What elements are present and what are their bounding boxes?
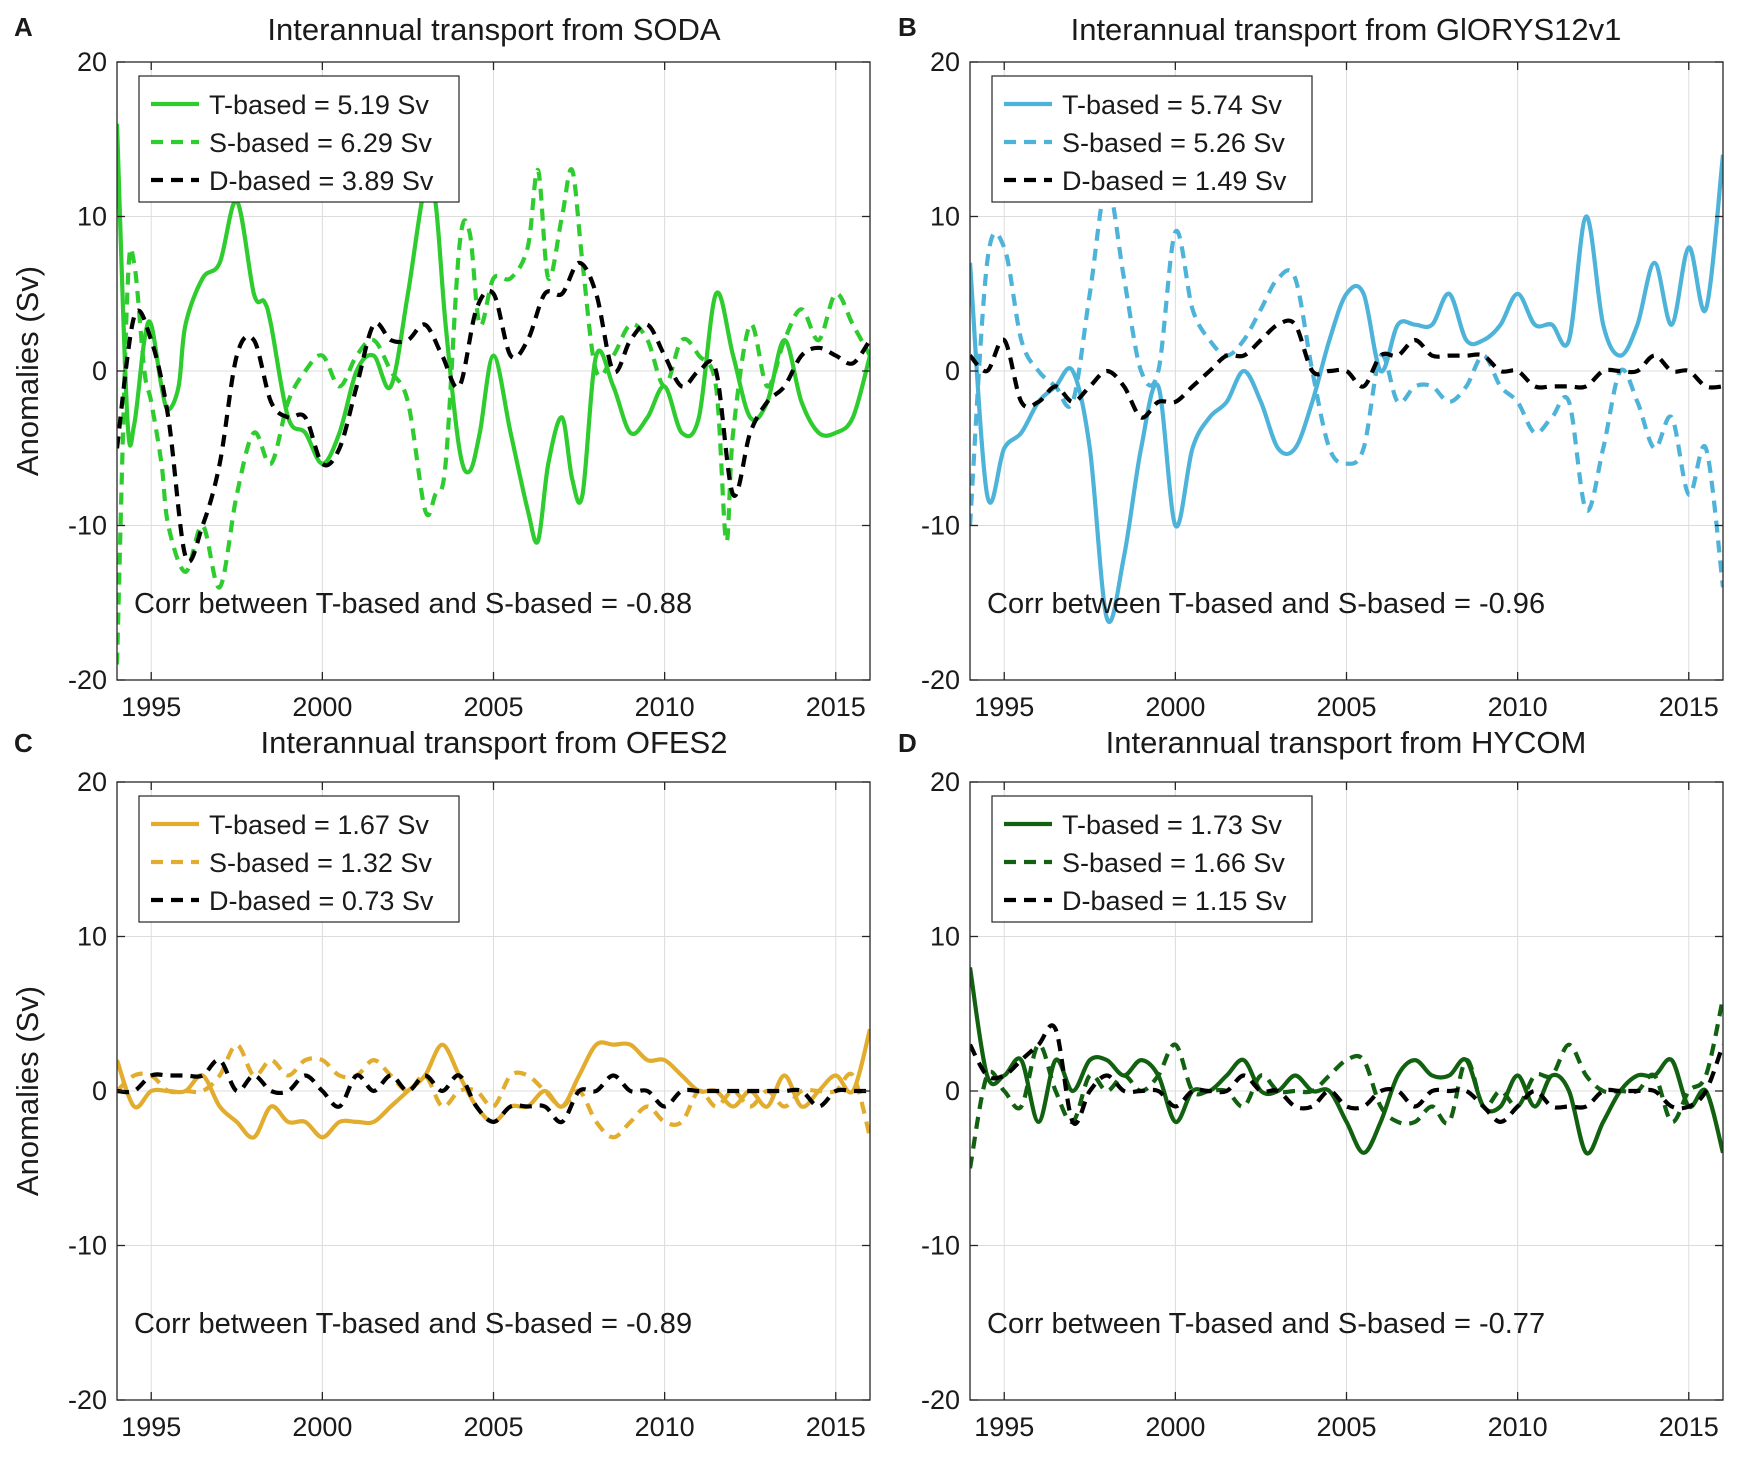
x-tick-label: 2000 xyxy=(292,1412,352,1442)
panel-a: 1995 2000 2005 2010 2015 -20 -10 0 10 20 Anomalies… xyxy=(10,12,871,722)
series-line-d-based xyxy=(970,1023,1723,1126)
panel-letter: B xyxy=(898,12,917,42)
legend-label: D-based = 1.49 Sv xyxy=(1062,166,1287,196)
y-tick-label: 10 xyxy=(930,202,960,232)
correlation-annotation: Corr between T-based and S-based = -0.77 xyxy=(987,1308,1545,1340)
y-tick-label: -20 xyxy=(68,1385,107,1415)
chart-title: Interannual transport from SODA xyxy=(267,12,720,47)
legend: T-based = 1.73 Sv S-based = 1.66 Sv D-base… xyxy=(991,795,1313,923)
y-tick-label: -10 xyxy=(68,511,107,541)
x-tick-label: 2015 xyxy=(806,1412,866,1442)
legend-label: S-based = 1.32 Sv xyxy=(209,848,432,878)
series-group xyxy=(117,1028,870,1140)
y-tick-label: 20 xyxy=(930,767,960,797)
chart-title: Interannual transport from GlORYS12v1 xyxy=(1071,12,1622,47)
series-line-d-based xyxy=(117,260,870,564)
legend-label: D-based = 3.89 Sv xyxy=(209,166,434,196)
series-line-s-based xyxy=(970,183,1723,588)
x-tick-label: 2010 xyxy=(1488,1412,1548,1442)
chart-title: Interannual transport from HYCOM xyxy=(1106,725,1587,760)
panel-d: 1995 2000 2005 2010 2015 -20 -10 0 10 20 Interannu… xyxy=(898,725,1724,1442)
y-tick-label: 10 xyxy=(77,922,107,952)
y-axis-label: Anomalies (Sv) xyxy=(10,986,45,1196)
x-tick-label: 2010 xyxy=(635,1412,695,1442)
y-tick-label: -10 xyxy=(68,1231,107,1261)
y-tick-label: 10 xyxy=(77,202,107,232)
y-tick-label: 10 xyxy=(930,922,960,952)
series-line-s-based xyxy=(970,997,1723,1169)
y-tick-label: 20 xyxy=(930,47,960,77)
series-line-t-based xyxy=(970,967,1723,1156)
y-tick-label: 0 xyxy=(92,356,107,386)
series-group xyxy=(117,123,870,665)
legend-label: D-based = 1.15 Sv xyxy=(1062,886,1287,916)
x-tick-label: 2000 xyxy=(292,692,352,722)
y-tick-label: 20 xyxy=(77,47,107,77)
x-tick-label: 2010 xyxy=(1488,692,1548,722)
series-line-s-based xyxy=(117,1042,870,1140)
y-tick-label: 0 xyxy=(92,1076,107,1106)
y-tick-label: -20 xyxy=(921,665,960,695)
series-line-s-based xyxy=(117,167,870,665)
y-tick-label: 0 xyxy=(945,356,960,386)
legend-label: T-based = 1.67 Sv xyxy=(209,810,429,840)
legend: T-based = 5.19 Sv S-based = 6.29 Sv D-base… xyxy=(138,75,460,203)
panel-b: 1995 2000 2005 2010 2015 -20 -10 0 10 20 Interannu… xyxy=(898,12,1724,722)
x-tick-label: 1995 xyxy=(974,1412,1034,1442)
x-tick-label: 2005 xyxy=(463,692,523,722)
y-tick-label: -10 xyxy=(921,511,960,541)
y-tick-label: -10 xyxy=(921,1231,960,1261)
y-tick-label: -20 xyxy=(68,665,107,695)
panel-letter: D xyxy=(898,728,917,758)
correlation-annotation: Corr between T-based and S-based = -0.89 xyxy=(134,1308,692,1340)
x-tick-label: 2005 xyxy=(1316,1412,1376,1442)
legend-label: T-based = 1.73 Sv xyxy=(1062,810,1282,840)
y-tick-label: 0 xyxy=(945,1076,960,1106)
panel-letter: A xyxy=(14,12,33,42)
series-group xyxy=(970,967,1723,1169)
correlation-annotation: Corr between T-based and S-based = -0.88 xyxy=(134,588,692,620)
legend-label: S-based = 5.26 Sv xyxy=(1062,128,1285,158)
series-group xyxy=(970,154,1723,624)
series-line-d-based xyxy=(117,1057,870,1125)
x-tick-label: 2015 xyxy=(1659,692,1719,722)
x-tick-label: 2005 xyxy=(1316,692,1376,722)
x-tick-label: 2000 xyxy=(1145,1412,1205,1442)
series-line-t-based xyxy=(970,154,1723,624)
x-tick-label: 2010 xyxy=(635,692,695,722)
legend-label: S-based = 6.29 Sv xyxy=(209,128,432,158)
legend-box xyxy=(991,795,1313,923)
legend-label: D-based = 0.73 Sv xyxy=(209,886,434,916)
series-line-t-based xyxy=(117,123,870,545)
legend-label: S-based = 1.66 Sv xyxy=(1062,848,1285,878)
chart-title: Interannual transport from OFES2 xyxy=(261,725,728,760)
y-tick-label: 20 xyxy=(77,767,107,797)
x-tick-label: 1995 xyxy=(974,692,1034,722)
x-tick-label: 1995 xyxy=(121,692,181,722)
panel-c: 1995 2000 2005 2010 2015 -20 -10 0 10 20 Anomalies… xyxy=(10,725,871,1442)
series-line-d-based xyxy=(970,318,1723,420)
correlation-annotation: Corr between T-based and S-based = -0.96 xyxy=(987,588,1545,620)
legend-label: T-based = 5.19 Sv xyxy=(209,90,429,120)
y-axis-label: Anomalies (Sv) xyxy=(10,266,45,476)
x-tick-label: 2015 xyxy=(1659,1412,1719,1442)
x-tick-label: 2015 xyxy=(806,692,866,722)
panel-letter: C xyxy=(14,728,33,758)
x-tick-label: 2000 xyxy=(1145,692,1205,722)
x-tick-label: 2005 xyxy=(463,1412,523,1442)
y-tick-label: -20 xyxy=(921,1385,960,1415)
legend: T-based = 1.67 Sv S-based = 1.32 Sv D-base… xyxy=(138,795,460,923)
x-tick-label: 1995 xyxy=(121,1412,181,1442)
legend: T-based = 5.74 Sv S-based = 5.26 Sv D-base… xyxy=(991,75,1313,203)
legend-label: T-based = 5.74 Sv xyxy=(1062,90,1282,120)
